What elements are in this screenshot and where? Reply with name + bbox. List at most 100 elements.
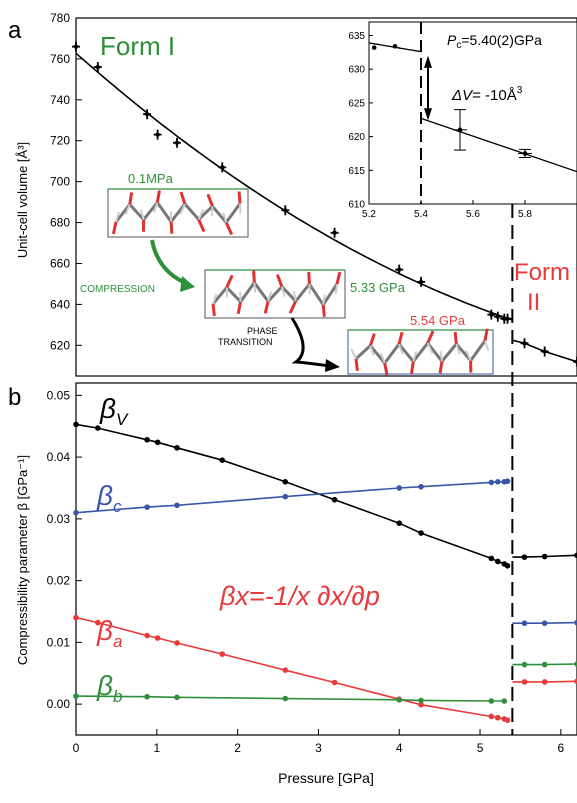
molecule-bond [179,191,187,205]
x-tick-label: 4 [396,741,403,755]
series-point [396,697,403,703]
molecule-h-bond [369,345,375,356]
compressibility-formula: βx=-1/x ∂x/∂p [219,581,380,611]
point-dot [283,208,288,213]
point-dot [542,349,547,354]
molecule-bond [206,193,214,207]
molecule-bond [225,274,234,289]
volume-data-point [573,356,577,367]
molecule-bond [354,358,359,371]
panel-label-b: b [8,384,21,411]
point-dot [155,132,160,137]
inset-marks [368,22,577,204]
panel-a-y-ticks: 620 640 660 680 700 720 740 760 780 [50,11,82,352]
series-point [154,635,161,641]
molecule-bond [252,270,256,283]
series-line-form-i [75,695,505,702]
point-dot [95,64,101,70]
series-point [95,619,101,626]
molecule-bond [224,221,234,236]
series-point [418,483,424,490]
series-point [144,693,150,700]
molecule-h-bond [439,351,443,362]
molecule-bond [237,191,242,204]
molecule-bond [236,301,243,315]
point-dot [505,316,510,321]
inset-y-tick-label: 610 [348,200,365,211]
molecule-bond [335,271,342,285]
y-tick-label: 780 [50,11,70,25]
y-tick-label: 720 [50,134,70,148]
y-tick-label: 0.05 [47,388,71,402]
molecule-backbone [211,280,339,308]
molecule-bond [263,301,270,314]
point-dot [418,279,424,285]
series-beta-c [73,478,577,627]
panel-label-a: a [8,17,22,44]
point-dot [174,140,180,145]
series-line-form-ii [512,554,577,558]
panel-b-series [73,421,577,723]
series-point [174,502,180,509]
panel-b-frame [75,382,577,736]
volume-data-point [330,227,339,238]
series-point [488,713,495,720]
series-point [282,667,289,673]
inset-dv-label: ΔV= -10Å3 [451,85,523,104]
form-ii-fit-curve [512,339,577,363]
series-label-beta-v-symbol: β [99,393,116,424]
molecule-h-bond [484,340,490,352]
volume-data-point [218,162,227,173]
volume-data-point [540,346,549,357]
volume-data-point [143,109,152,120]
y-tick-label: 740 [50,93,70,107]
series-point [504,562,511,569]
compression-label: COMPRESSION [80,284,155,295]
inset-x-tick-label: 5.6 [466,209,480,220]
panel-a-y-axis-label: Unit-cell volume [Å³] [15,142,30,258]
molecule-h-bond [292,290,297,302]
volume-data-point [72,41,80,52]
inset-data-point [522,151,528,156]
panel-b-x-ticks: 0 1 2 3 4 5 6 [73,729,564,755]
series-line-form-i [75,616,508,721]
series-beta-v [73,421,577,569]
series-point [574,661,577,667]
volume-data-point [503,313,512,324]
series-point [174,640,180,646]
x-tick-label: 3 [315,741,322,755]
series-point [495,714,501,721]
series-point [144,437,150,443]
inset-dv-arrowhead-down [424,108,432,121]
series-point [73,614,79,621]
molecule-h-bond [426,342,434,354]
inset-panel: 5.2 5.4 5.6 5.8 610 615 620 625 630 635 Pc=5.40(2… [348,21,577,220]
molecule-bond [111,221,118,235]
series-line-form-i [75,423,508,567]
x-tick-label: 6 [557,741,564,755]
pressure-label-5-54gpa: 5.54 GPa [410,313,466,328]
series-point [331,496,338,503]
panel-b-y-ticks: 0.00 0.01 0.02 0.03 0.04 0.05 [47,388,82,711]
molecule-h-bond [239,203,242,214]
point-dot [397,267,402,272]
inset-x-tick-label: 5.4 [414,209,428,220]
molecule-bond [128,192,134,205]
molecule-h-bond [222,212,228,223]
volume-data-point [487,309,496,320]
molecule-bond [453,331,458,345]
pressure-label-5-33gpa: 5.33 GPa [350,280,406,295]
series-point [495,479,501,485]
series-point [73,693,79,699]
molecule-h-bond [465,350,472,362]
volume-data-point [493,311,502,322]
series-point [488,479,495,486]
inset-dv-unit: 3 [517,85,523,96]
volume-data-point [153,129,162,140]
inset-y-tick-label: 630 [348,65,365,76]
molecule-bond [321,304,326,317]
y-tick-label: 0.02 [47,574,71,588]
series-label-beta-v: βV [99,393,129,429]
series-point [396,520,403,526]
phase-label: PHASE [247,326,278,336]
